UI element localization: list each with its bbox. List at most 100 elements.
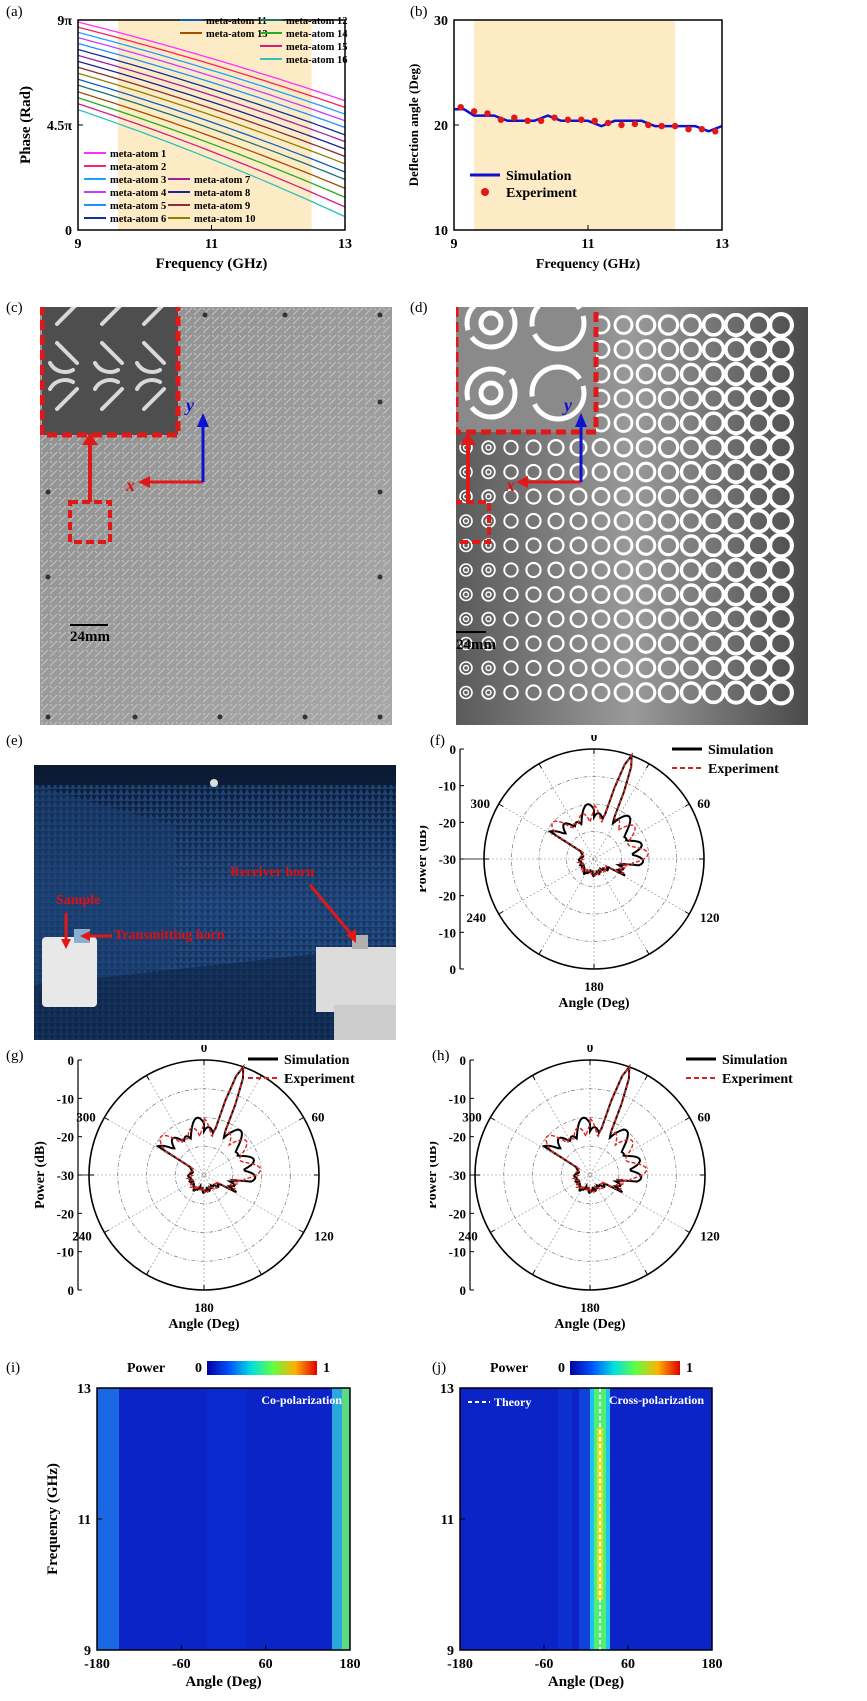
- unit-cell-inset: [39, 284, 181, 438]
- angle-tick-label: 300: [462, 1110, 482, 1125]
- legend-label-simulation: Simulation: [722, 1053, 788, 1068]
- ring-element: [768, 361, 794, 387]
- ring-element: [547, 463, 565, 481]
- simulation-trace: [541, 1063, 643, 1195]
- series-line-14: [77, 97, 346, 198]
- angle-tick: [104, 1117, 109, 1121]
- panel-label-d: (d): [410, 300, 428, 316]
- colorbar: [570, 1361, 680, 1375]
- series-line-10: [77, 72, 346, 165]
- ring-element: [591, 536, 611, 555]
- ring-element: [525, 512, 542, 530]
- experiment-point: [537, 117, 545, 125]
- panel-label-j: (j): [432, 1360, 447, 1376]
- y-tick-label: 11: [78, 1513, 91, 1528]
- ring-element: [591, 511, 611, 531]
- angle-tick: [685, 1229, 690, 1233]
- ring-element: [481, 464, 496, 480]
- ring-element: [481, 660, 496, 676]
- angle-tick: [498, 911, 504, 915]
- ring-element: [481, 562, 496, 578]
- ring-element: [679, 632, 703, 655]
- legend-label: meta-atom 10: [194, 214, 256, 225]
- ring-element: [635, 510, 657, 532]
- ring-element: [635, 486, 657, 507]
- legend-label: meta-atom 4: [110, 188, 167, 199]
- ring-element: [768, 410, 794, 436]
- x-axis-label-d: x: [506, 475, 515, 495]
- ring-element: [613, 609, 634, 629]
- ring-element: [613, 682, 634, 703]
- ring-element: [525, 488, 542, 505]
- radial-tick-label: -10: [57, 1091, 74, 1106]
- x-tick-label: 13: [338, 237, 352, 252]
- metasurface-photo-c: x y 24mm: [39, 284, 392, 725]
- sample-label: Sample: [56, 893, 101, 908]
- ring-element: [701, 509, 726, 533]
- ring-element: [503, 684, 519, 701]
- radial-tick-label: -10: [449, 1245, 466, 1260]
- ring-element: [503, 660, 519, 676]
- ring-element: [635, 314, 657, 336]
- ring-element: [679, 509, 703, 533]
- ring-element: [635, 584, 657, 605]
- radial-tick-label: 0: [460, 1053, 467, 1068]
- ring-element: [679, 583, 703, 606]
- colorbar-max: 1: [686, 1361, 693, 1376]
- polar-chart-f: 0 60 120 180 240 300 0 -10 -20 -30 -20 -10 0 Power (d…: [420, 735, 779, 1011]
- radial-tick-label: -10: [449, 1091, 466, 1106]
- ring-element: [459, 514, 473, 528]
- ring-element: [569, 561, 588, 579]
- ring-element: [768, 434, 794, 461]
- experiment-point: [591, 117, 598, 125]
- ring-element: [613, 511, 634, 531]
- polar-frame: [474, 1059, 706, 1291]
- ring-element: [569, 463, 588, 481]
- radial-tick-label: -20: [449, 1206, 466, 1221]
- ring-element: [768, 630, 794, 657]
- ring-element: [635, 461, 657, 483]
- angle-tick-label: 240: [467, 910, 487, 925]
- series-line-3: [77, 31, 346, 115]
- edge-band-right-core: [342, 1388, 350, 1650]
- ring-inner: [462, 689, 470, 696]
- ring-element: [679, 436, 703, 459]
- panel-label-f: (f): [430, 733, 445, 749]
- x-tick-label: 11: [205, 237, 218, 252]
- ring-element: [547, 487, 565, 506]
- ring-inner: [485, 468, 492, 476]
- radial-axis-title: Power (dB): [430, 1141, 440, 1209]
- ring-element: [635, 559, 657, 581]
- experiment-point: [551, 114, 558, 121]
- ring-element: [768, 532, 794, 559]
- y-axis-title: Frequency (GHz): [45, 1463, 61, 1575]
- colorbar-min: 0: [558, 1361, 565, 1376]
- x-tick-label: 9: [75, 237, 82, 252]
- heatmap-annotation: Cross-polarization: [609, 1393, 704, 1407]
- angle-tick: [532, 1270, 536, 1275]
- legend-label: meta-atom 6: [110, 214, 166, 225]
- ring-element: [701, 435, 726, 460]
- ring-element: [547, 634, 565, 653]
- x-axis-title: Angle (Deg): [548, 1674, 624, 1690]
- y-tick-label: 30: [434, 14, 448, 29]
- ring-element: [768, 336, 794, 363]
- ring-element: [503, 439, 519, 456]
- unit-cell-inset-d: [453, 284, 599, 435]
- ring-element: [459, 563, 473, 577]
- radial-tick-label: -20: [449, 1130, 466, 1145]
- scale-bar-label-d: 24mm: [456, 637, 496, 653]
- y-tick-label: 9: [84, 1644, 91, 1659]
- angle-tick-label: 180: [584, 979, 604, 994]
- ring-element: [547, 683, 565, 702]
- transmitting-horn-label: Transmitting horn: [114, 928, 225, 943]
- panel-label-g: (g): [6, 1048, 24, 1064]
- angle-tick-label: 300: [76, 1110, 96, 1125]
- ring-element: [768, 581, 794, 608]
- y-tick-label: 10: [434, 224, 448, 239]
- ring-element: [701, 337, 726, 362]
- ring-element: [679, 460, 703, 484]
- ring-element: [503, 611, 519, 627]
- ring-element: [503, 488, 519, 505]
- series-line-12: [77, 84, 346, 181]
